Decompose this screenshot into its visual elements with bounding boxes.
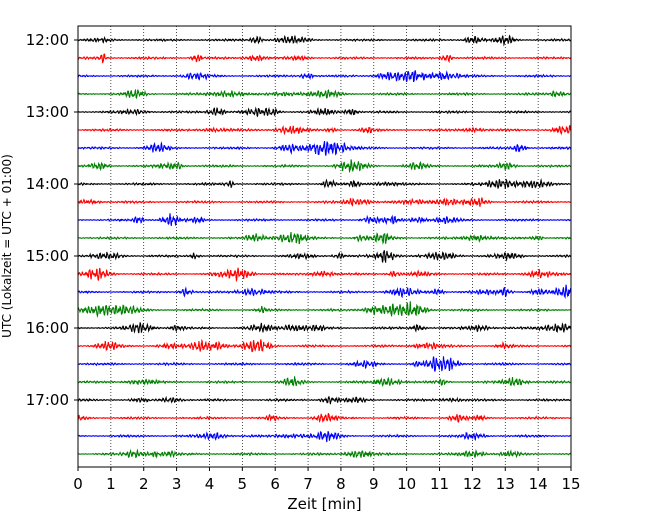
seismic-trace: [77, 88, 572, 100]
seismic-trace: [77, 395, 572, 405]
x-tick-label: 0: [73, 475, 83, 493]
x-tick-label: 7: [303, 475, 313, 493]
y-tick-label: 12:00: [26, 31, 69, 49]
seismic-trace: [77, 124, 572, 136]
y-axis: 12:00 13:00 14:00 15:00 16:00 17:00: [26, 31, 78, 409]
x-tick-label: 14: [529, 475, 548, 493]
seismic-trace: [77, 448, 572, 459]
seismic-trace: [77, 197, 572, 207]
seismic-trace: [77, 159, 572, 174]
x-tick-label: 9: [369, 475, 379, 493]
seismic-trace: [77, 34, 572, 47]
seismic-trace: [77, 106, 572, 118]
x-tick-label: 2: [139, 475, 149, 493]
y-tick-label: 17:00: [26, 391, 69, 409]
seismic-trace: [77, 356, 572, 373]
seismic-trace: [77, 284, 572, 300]
x-tick-label: 6: [270, 475, 280, 493]
seismic-trace: [77, 413, 572, 423]
seismic-trace: [77, 250, 572, 264]
seismic-trace: [77, 213, 572, 227]
y-tick-label: 13:00: [26, 103, 69, 121]
y-tick-label: 16:00: [26, 319, 69, 337]
seismic-trace: [77, 140, 572, 156]
x-axis-label: Zeit [min]: [287, 495, 361, 513]
x-tick-label: 3: [172, 475, 182, 493]
seismic-trace: [77, 376, 572, 387]
x-tick-label: 15: [561, 475, 580, 493]
x-axis: 0 1 2 3 4 5 6 7 8 9 10 11 12 13 14 15: [73, 467, 581, 493]
seismic-trace: [77, 53, 572, 64]
y-tick-label: 15:00: [26, 247, 69, 265]
x-tick-label: 10: [397, 475, 416, 493]
y-axis-label: UTC (Lokalzeit = UTC + 01:00): [0, 154, 14, 338]
seismic-trace: [77, 267, 572, 283]
x-tick-label: 4: [205, 475, 215, 493]
x-tick-label: 12: [463, 475, 482, 493]
plot-frame: [77, 25, 572, 468]
y-tick-label: 14:00: [26, 175, 69, 193]
seismic-trace: [77, 430, 572, 443]
x-tick-label: 8: [336, 475, 346, 493]
x-tick-label: 1: [106, 475, 116, 493]
seismic-trace: [77, 338, 572, 353]
seismic-trace: [77, 70, 572, 83]
x-tick-label: 13: [496, 475, 515, 493]
x-tick-label: 5: [238, 475, 248, 493]
seismic-trace: [77, 301, 572, 319]
x-tick-label: 11: [430, 475, 449, 493]
seismic-trace: [77, 322, 572, 334]
seismic-trace: [77, 232, 572, 245]
trace-group: [77, 34, 572, 459]
seismic-trace: [77, 178, 572, 189]
